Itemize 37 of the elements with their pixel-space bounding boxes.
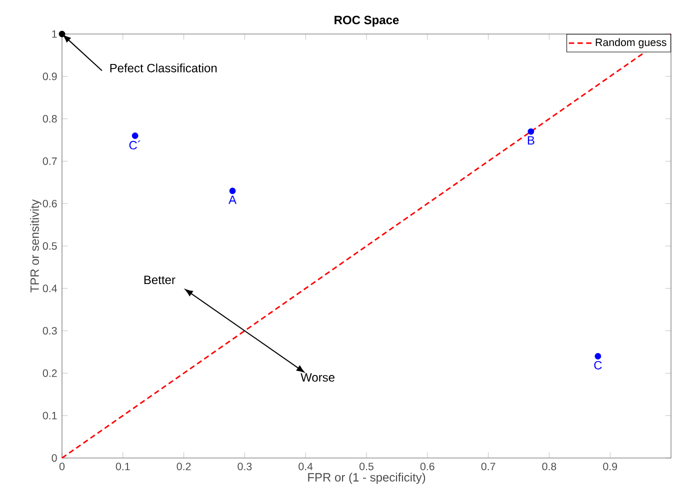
x-tick-label: 0.3 bbox=[238, 462, 252, 470]
annotation: C bbox=[594, 360, 602, 370]
point bbox=[132, 132, 138, 139]
x-tick-label: 0.9 bbox=[603, 462, 618, 470]
x-tick-label: 0.1 bbox=[116, 462, 130, 470]
y-tick-label: 0.8 bbox=[42, 115, 57, 123]
x-tick-label: 0.5 bbox=[360, 462, 374, 470]
y-tick-label: 0.4 bbox=[42, 284, 57, 292]
y-tick-label: 0.2 bbox=[42, 369, 57, 377]
y-tick-label: 0.3 bbox=[42, 327, 57, 335]
x-tick-label: 0.7 bbox=[481, 462, 496, 470]
x-tick-label: 0.4 bbox=[298, 462, 313, 470]
point bbox=[58, 30, 66, 38]
x-axis-title: FPR or (1 - specificity) bbox=[308, 472, 426, 484]
y-tick-label: 1 bbox=[52, 30, 57, 38]
annotation: B bbox=[528, 136, 534, 144]
annotation: A bbox=[228, 196, 237, 204]
annotation: Better bbox=[144, 276, 176, 284]
annotation: C´ bbox=[129, 140, 140, 150]
point bbox=[229, 188, 236, 194]
y-tick-label: 0 bbox=[52, 454, 57, 462]
x-tick-label: 0.8 bbox=[542, 462, 556, 470]
annotation: Pefect Classification bbox=[110, 64, 217, 72]
point bbox=[594, 353, 602, 360]
x-tick-label: 0.2 bbox=[176, 462, 191, 470]
annotation: Worse bbox=[300, 373, 334, 382]
x-tick-label: 0 bbox=[59, 462, 65, 470]
chart-title: ROC Space bbox=[334, 16, 399, 27]
y-tick-label: 0.7 bbox=[42, 157, 57, 165]
x-tick-label: 0.6 bbox=[420, 462, 434, 470]
y-tick-label: 0.1 bbox=[42, 412, 57, 420]
y-tick-label: 0.5 bbox=[42, 242, 57, 250]
y-tick-label: 0.9 bbox=[42, 72, 57, 80]
y-axis-title: TPR or sensitivity bbox=[30, 199, 42, 292]
y-tick-label: 0.6 bbox=[42, 200, 57, 208]
legend-label: Random guess bbox=[596, 38, 666, 48]
point bbox=[528, 128, 534, 135]
